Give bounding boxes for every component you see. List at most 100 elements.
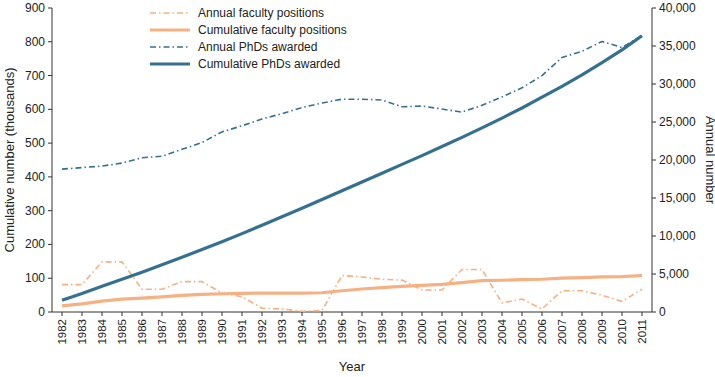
x-tick-label: 1983	[76, 319, 88, 345]
x-tick	[82, 312, 83, 316]
x-tick	[342, 312, 343, 316]
y2-tick-label: 30,000	[659, 77, 696, 91]
x-tick	[422, 312, 423, 316]
y2-axis-label: Annual number	[703, 116, 715, 205]
y2-tick-label: 25,000	[659, 115, 696, 129]
y2-tick	[652, 46, 656, 47]
x-axis-label: Year	[339, 359, 366, 374]
y-tick	[48, 278, 52, 279]
x-tick	[462, 312, 463, 316]
y-tick-label: 0	[38, 305, 45, 319]
y-tick-label: 100	[25, 271, 45, 285]
y-tick	[48, 8, 52, 9]
x-tick-label: 1982	[56, 319, 68, 345]
y2-tick	[652, 122, 656, 123]
y2-tick-label: 10,000	[659, 229, 696, 243]
y-tick	[48, 176, 52, 177]
legend-swatch	[150, 62, 190, 65]
x-tick-label: 2011	[636, 319, 648, 344]
y2-tick	[652, 312, 656, 313]
x-tick	[542, 312, 543, 316]
x-tick	[222, 312, 223, 316]
x-tick-label: 2002	[456, 319, 468, 345]
chart-container: 0 100 200 300 400 500 600 700 800 900 0 5,000 10,000…	[0, 0, 715, 377]
legend-label: Cumulative PhDs awarded	[198, 57, 340, 71]
y2-tick	[652, 274, 656, 275]
x-tick	[262, 312, 263, 316]
x-tick	[282, 312, 283, 316]
y-tick	[48, 109, 52, 110]
x-tick	[582, 312, 583, 316]
legend-swatch	[150, 46, 190, 48]
y-tick-label: 800	[25, 35, 45, 49]
y2-tick-label: 20,000	[659, 153, 696, 167]
x-tick-label: 1998	[376, 319, 388, 345]
y2-tick-label: 35,000	[659, 39, 696, 53]
x-tick-label: 1991	[236, 319, 248, 345]
y-tick	[48, 75, 52, 76]
legend: Annual faculty positions Cumulative facul…	[150, 6, 347, 71]
x-tick	[182, 312, 183, 316]
y-tick-label: 200	[25, 237, 45, 251]
y-tick-label: 900	[25, 1, 45, 15]
x-tick	[202, 312, 203, 316]
y2-tick	[652, 160, 656, 161]
x-tick-label: 2006	[536, 319, 548, 345]
x-tick	[142, 312, 143, 316]
x-tick	[362, 312, 363, 316]
x-tick-label: 1990	[216, 319, 228, 345]
x-tick-label: 2009	[596, 319, 608, 345]
x-tick	[302, 312, 303, 316]
x-tick-label: 2005	[516, 319, 528, 345]
legend-label: Cumulative faculty positions	[198, 23, 347, 37]
y-tick-label: 600	[25, 102, 45, 116]
legend-swatch	[150, 12, 190, 14]
y-tick-label: 500	[25, 136, 45, 150]
x-tick	[522, 312, 523, 316]
legend-label: Annual faculty positions	[198, 6, 324, 20]
y-tick	[48, 312, 52, 313]
y-tick	[48, 41, 52, 42]
x-tick	[242, 312, 243, 316]
x-tick	[622, 312, 623, 316]
x-tick	[62, 312, 63, 316]
x-tick	[442, 312, 443, 316]
y2-tick-label: 15,000	[659, 191, 696, 205]
left-axis-line	[52, 8, 53, 312]
series-line	[62, 276, 642, 306]
x-tick-label: 1985	[116, 319, 128, 345]
y2-tick-label: 0	[659, 305, 666, 319]
y2-tick	[652, 84, 656, 85]
x-tick-label: 2008	[576, 319, 588, 345]
x-tick-label: 2010	[616, 319, 628, 345]
y2-tick-label: 5,000	[659, 267, 689, 281]
x-tick	[602, 312, 603, 316]
x-tick-label: 1987	[156, 319, 168, 345]
x-tick-label: 1989	[196, 319, 208, 345]
x-tick	[322, 312, 323, 316]
x-tick	[482, 312, 483, 316]
y-tick-label: 700	[25, 69, 45, 83]
x-tick	[122, 312, 123, 316]
chart: 0 100 200 300 400 500 600 700 800 900 0 5,000 10,000…	[0, 0, 715, 377]
y2-tick	[652, 198, 656, 199]
y2-tick-label: 40,000	[659, 1, 696, 15]
y-tick-label: 400	[25, 170, 45, 184]
x-tick-label: 2007	[556, 319, 568, 345]
y-tick	[48, 244, 52, 245]
x-tick-label: 2001	[436, 319, 448, 345]
legend-label: Annual PhDs awarded	[198, 40, 317, 54]
x-tick-label: 2004	[496, 318, 508, 344]
x-tick	[102, 312, 103, 316]
x-tick-label: 1993	[276, 319, 288, 345]
series-line	[62, 35, 642, 169]
y-tick	[48, 143, 52, 144]
y-tick-label: 300	[25, 204, 45, 218]
x-tick-label: 1999	[396, 319, 408, 345]
x-tick-label: 1992	[256, 319, 268, 345]
y-tick	[48, 210, 52, 211]
x-tick	[642, 312, 643, 316]
x-tick	[402, 312, 403, 316]
y2-tick	[652, 8, 656, 9]
x-tick-label: 1994	[296, 318, 308, 344]
